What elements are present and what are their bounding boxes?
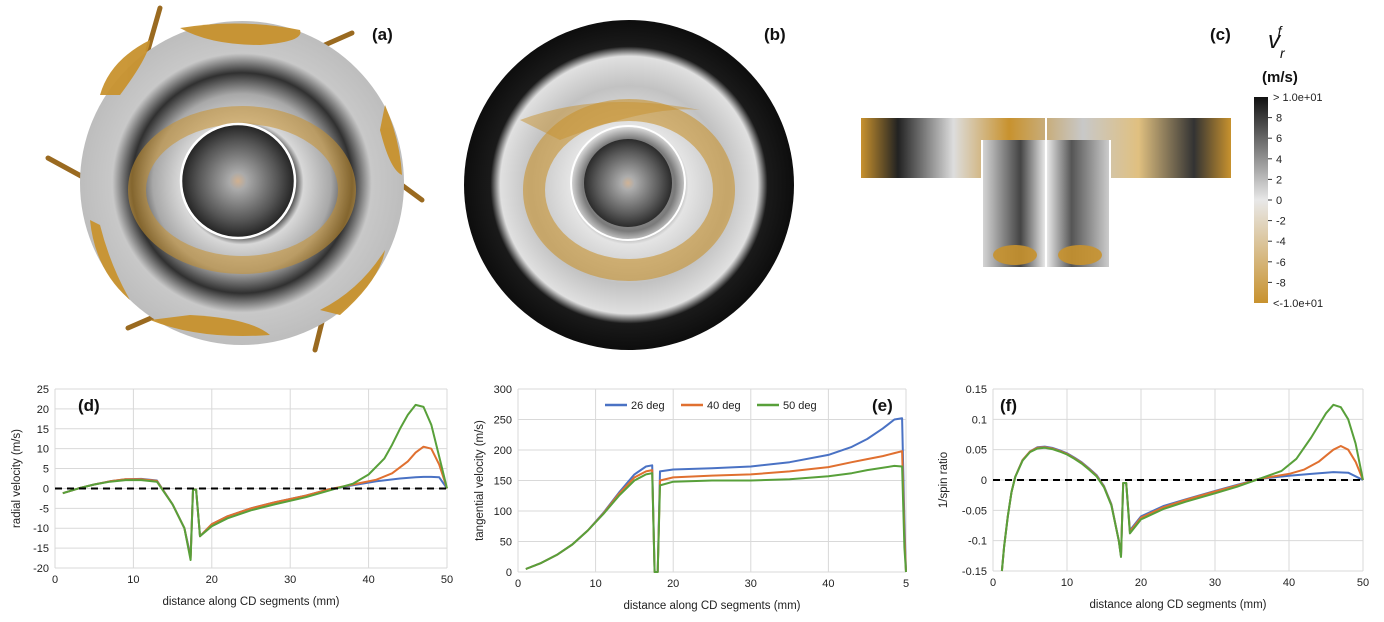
y-tick-label: 15 bbox=[37, 424, 49, 436]
x-tick-label: 20 bbox=[1135, 577, 1147, 589]
x-tick-label: 0 bbox=[515, 578, 521, 590]
y-tick-label: -0.1 bbox=[968, 536, 987, 548]
colorbar-tick-label: -6 bbox=[1276, 257, 1286, 269]
y-tick-label: -10 bbox=[33, 523, 49, 535]
x-tick-label: 50 bbox=[441, 574, 453, 586]
x-tick-label: 0 bbox=[52, 574, 58, 586]
series-line-26-deg bbox=[1000, 445, 1364, 572]
y-tick-label: -15 bbox=[33, 543, 49, 555]
series-line-40-deg bbox=[525, 450, 907, 573]
y-tick-label: -20 bbox=[33, 563, 49, 575]
colorbar-top-label: > 1.0e+01 bbox=[1273, 92, 1323, 104]
core-boundary-b bbox=[570, 125, 686, 241]
legend-label: 26 deg bbox=[631, 400, 665, 412]
x-axis-title: distance along CD segments (mm) bbox=[1089, 599, 1266, 611]
y-tick-label: 0.05 bbox=[966, 445, 987, 457]
y-tick-label: -5 bbox=[39, 503, 49, 515]
y-tick-label: 150 bbox=[494, 476, 512, 488]
panel-label: (f) bbox=[1000, 396, 1017, 415]
colorbar-tick-label: 8 bbox=[1276, 113, 1282, 125]
y-tick-label: 300 bbox=[494, 384, 512, 396]
colorbar-tick-label: 0 bbox=[1276, 195, 1282, 207]
x-tick-label: 5 bbox=[903, 578, 909, 590]
y-tick-label: 200 bbox=[494, 445, 512, 457]
legend-label: 40 deg bbox=[707, 400, 741, 412]
y-tick-label: 0 bbox=[981, 475, 987, 487]
y-tick-label: 20 bbox=[37, 404, 49, 416]
colorbar-tick-label: -4 bbox=[1276, 236, 1286, 248]
y-tick-label: 50 bbox=[500, 537, 512, 549]
contour-panel-c: (c) bbox=[861, 25, 1231, 267]
x-axis-title: distance along CD segments (mm) bbox=[162, 596, 339, 608]
x-tick-label: 30 bbox=[1209, 577, 1221, 589]
x-tick-label: 20 bbox=[206, 574, 218, 586]
contour-panel-b: (b) bbox=[464, 20, 794, 350]
y-tick-label: 100 bbox=[494, 506, 512, 518]
colorbar-ticks: 8 6 4 2 0 -2 -4 -6 -8 bbox=[1268, 113, 1286, 289]
series-line-50-deg bbox=[62, 403, 448, 561]
series-line-40-deg bbox=[62, 445, 448, 560]
y-tick-label: -0.05 bbox=[962, 505, 987, 517]
x-tick-label: 50 bbox=[1357, 577, 1369, 589]
y-axis-title: radial velocity (m/s) bbox=[11, 429, 23, 528]
inlet-stubs bbox=[45, 5, 425, 353]
panel-label: (d) bbox=[78, 396, 100, 415]
x-tick-label: 10 bbox=[1061, 577, 1073, 589]
colorbar-gradient bbox=[1254, 97, 1268, 303]
panel-label: (e) bbox=[872, 396, 893, 415]
chart-d-radial-velocity: -20 -15 -10 -5 0 5 10 15 20 25 0 10 20 30 40 50 distance… bbox=[11, 384, 453, 608]
x-tick-label: 40 bbox=[822, 578, 834, 590]
series-line-26-deg bbox=[525, 417, 907, 573]
colorbar-bottom-label: <-1.0e+01 bbox=[1273, 298, 1323, 310]
colorbar-tick-label: 2 bbox=[1276, 174, 1282, 186]
x-tick-label: 0 bbox=[990, 577, 996, 589]
x-tick-label: 30 bbox=[745, 578, 757, 590]
y-tick-label: 0.1 bbox=[972, 414, 987, 426]
chart-e-tangential-velocity: 0 50 100 150 200 250 300 0 10 20 30 40 5 distance alo… bbox=[474, 384, 909, 612]
y-tick-label: 0 bbox=[506, 567, 512, 579]
colorbar-title: vrf bbox=[1268, 23, 1286, 61]
x-tick-label: 10 bbox=[127, 574, 139, 586]
y-tick-label: 0 bbox=[43, 483, 49, 495]
x-tick-label: 20 bbox=[667, 578, 679, 590]
y-tick-label: 10 bbox=[37, 444, 49, 456]
series-line-50-deg bbox=[1000, 403, 1364, 572]
panel-label-a: (a) bbox=[372, 25, 393, 44]
y-tick-label: 25 bbox=[37, 384, 49, 396]
x-axis-title: distance along CD segments (mm) bbox=[623, 600, 800, 612]
negative-velocity-regions-a bbox=[90, 23, 402, 336]
colorbar: vrf (m/s) > 1.0e+01 <-1.0e+01 8 6 4 2 0 -2 -4 -… bbox=[1254, 23, 1323, 310]
panel-label-c: (c) bbox=[1210, 25, 1231, 44]
chart-f-spin-ratio: -0.15 -0.1 -0.05 0 0.05 0.1 0.15 0 10 20 30 40 50 dis… bbox=[938, 384, 1369, 611]
y-axis-title: tangential velocity (m/s) bbox=[474, 420, 486, 541]
colorbar-tick-label: 4 bbox=[1276, 154, 1282, 166]
series-line-50-deg bbox=[525, 464, 907, 573]
legend-label: 50 deg bbox=[783, 400, 817, 412]
x-tick-label: 40 bbox=[1283, 577, 1295, 589]
core-region-a bbox=[179, 122, 297, 240]
x-tick-label: 10 bbox=[589, 578, 601, 590]
colorbar-unit: (m/s) bbox=[1262, 69, 1298, 86]
y-tick-label: 250 bbox=[494, 415, 512, 427]
y-tick-label: 5 bbox=[43, 464, 49, 476]
colorbar-tick-label: -2 bbox=[1276, 216, 1286, 228]
y-tick-label: 0.15 bbox=[966, 384, 987, 396]
x-tick-label: 40 bbox=[362, 574, 374, 586]
y-tick-label: -0.15 bbox=[962, 566, 987, 578]
panel-label-b: (b) bbox=[764, 25, 786, 44]
y-axis-title: 1/spin ratio bbox=[938, 452, 950, 508]
contour-panel-a: (a) bbox=[45, 5, 425, 353]
colorbar-tick-label: 6 bbox=[1276, 133, 1282, 145]
colorbar-tick-label: -8 bbox=[1276, 277, 1286, 289]
series-line-40-deg bbox=[1000, 445, 1364, 572]
x-tick-label: 30 bbox=[284, 574, 296, 586]
